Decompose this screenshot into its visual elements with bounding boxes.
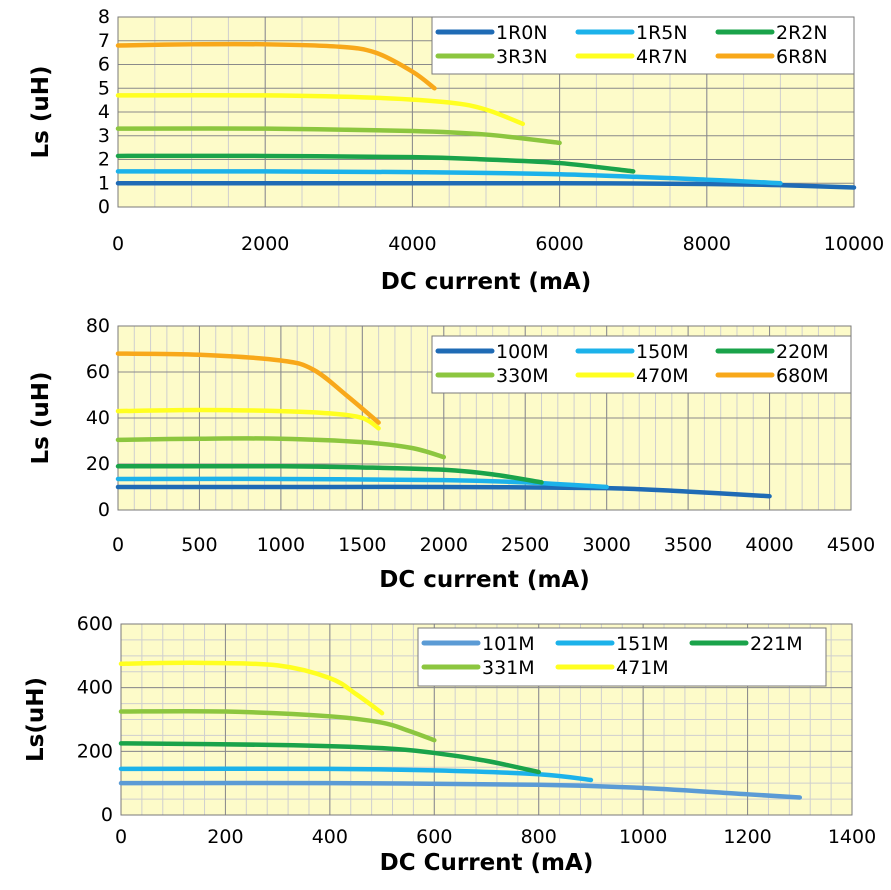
- legend-label-4R7N: 4R7N: [636, 46, 688, 68]
- y-axis-title: Ls (uH): [28, 372, 54, 465]
- legend-label-101M: 101M: [482, 633, 535, 655]
- series-line-100M: [115, 484, 772, 499]
- x-tick-label: 2000: [420, 534, 468, 556]
- y-tick-label: 5: [98, 77, 110, 99]
- y-tick-label: 3: [98, 125, 110, 147]
- x-tick-label: 2500: [501, 534, 549, 556]
- y-tick-label: 8: [98, 6, 110, 28]
- series-line-101M: [118, 780, 803, 800]
- y-tick-label: 2: [98, 149, 110, 171]
- legend-label-220M: 220M: [776, 341, 829, 363]
- x-tick-label: 4000: [388, 233, 436, 255]
- series-line-2R2N: [115, 153, 636, 174]
- legend-label-100M: 100M: [496, 341, 549, 363]
- legend-label-470M: 470M: [636, 365, 689, 387]
- series-line-1R5N: [115, 169, 783, 186]
- x-tick-label: 1000: [257, 534, 305, 556]
- series-line-220M: [115, 463, 544, 485]
- x-tick-label: 1500: [338, 534, 386, 556]
- x-tick-label: 0: [112, 233, 124, 255]
- y-tick-label: 4: [98, 101, 110, 123]
- series-group: [118, 660, 803, 800]
- legend-box: [417, 627, 827, 687]
- y-tick-label: 20: [86, 453, 110, 475]
- x-tick-label: 4500: [827, 534, 875, 556]
- x-tick-label: 200: [207, 826, 243, 848]
- x-tick-label: 8000: [683, 233, 731, 255]
- legend-label-3R3N: 3R3N: [496, 46, 548, 68]
- y-tick-label: 7: [98, 30, 110, 52]
- x-tick-label: 800: [521, 826, 557, 848]
- y-axis-title: Ls (uH): [28, 66, 54, 159]
- legend-label-331M: 331M: [482, 657, 535, 679]
- x-tick-label: 0: [115, 826, 127, 848]
- x-tick-label: 3000: [582, 534, 630, 556]
- legend-label-150M: 150M: [636, 341, 689, 363]
- y-tick-label: 600: [77, 613, 113, 635]
- legend-label-6R8N: 6R8N: [776, 46, 828, 68]
- legend-label-680M: 680M: [776, 365, 829, 387]
- series-line-151M: [118, 766, 594, 783]
- legend-label-330M: 330M: [496, 365, 549, 387]
- x-tick-label: 1000: [619, 826, 667, 848]
- y-tick-label: 400: [77, 677, 113, 699]
- y-axis-title: Ls(uH): [23, 677, 49, 762]
- series-line-330M: [115, 436, 447, 460]
- y-tick-label: 6: [98, 54, 110, 76]
- y-tick-label: 200: [77, 740, 113, 762]
- series-line-3R3N: [115, 126, 562, 146]
- y-tick-label: 40: [86, 407, 110, 429]
- legend-box: [431, 16, 855, 75]
- legend: 100M 150M 220M 330M 470M 680M: [431, 335, 852, 394]
- y-tick-label: 60: [86, 361, 110, 383]
- series-line-331M: [118, 708, 437, 743]
- x-axis-title: DC current (mA): [381, 269, 591, 295]
- x-tick-label: 6000: [535, 233, 583, 255]
- legend-label-1R0N: 1R0N: [496, 22, 548, 44]
- x-tick-label: 1200: [723, 826, 771, 848]
- x-tick-label: 600: [416, 826, 452, 848]
- plot-frame: [120, 623, 853, 816]
- legend-label-471M: 471M: [616, 657, 669, 679]
- chart-3-large-inductance: 0 200 400 600 0 200 400 600 800 1000 1200 1400 DC Cu…: [23, 613, 876, 876]
- legend-label-221M: 221M: [750, 633, 803, 655]
- x-tick-label: 2000: [241, 233, 289, 255]
- y-tick-label: 1: [98, 172, 110, 194]
- legend-box: [431, 335, 852, 394]
- series-line-471M: [118, 660, 385, 716]
- y-tick-label: 0: [98, 499, 110, 521]
- series-line-4R7N: [115, 92, 526, 127]
- legend: 101M 151M 221M 331M 471M: [417, 627, 827, 687]
- x-tick-label: 4000: [745, 534, 793, 556]
- series-line-221M: [118, 741, 541, 775]
- x-tick-label: 10000: [824, 233, 884, 255]
- series-line-1R0N: [115, 180, 857, 190]
- series-group: [115, 351, 772, 499]
- y-tick-label: 0: [101, 804, 113, 826]
- series-line-680M: [115, 351, 381, 425]
- x-tick-label: 500: [181, 534, 217, 556]
- y-tick-label: 80: [86, 315, 110, 337]
- x-tick-label: 0: [112, 534, 124, 556]
- x-axis-title: DC current (mA): [379, 567, 589, 593]
- plot-frame: [117, 325, 852, 511]
- legend-label-2R2N: 2R2N: [776, 22, 828, 44]
- x-axis-title: DC Current (mA): [380, 850, 594, 876]
- chart-2-medium-inductance: 0 20 40 60 80 0 500 1000 1500 2000 2500 3000 3500 400…: [28, 315, 875, 593]
- y-tick-label: 0: [98, 196, 110, 218]
- legend-label-1R5N: 1R5N: [636, 22, 688, 44]
- x-tick-label: 1400: [828, 826, 876, 848]
- legend: 1R0N 1R5N 2R2N 3R3N 4R7N 6R8N: [431, 16, 855, 75]
- legend-label-151M: 151M: [616, 633, 669, 655]
- x-tick-label: 3500: [664, 534, 712, 556]
- series-line-470M: [115, 407, 381, 431]
- x-tick-label: 400: [312, 826, 348, 848]
- series-line-6R8N: [115, 41, 437, 91]
- series-group: [115, 41, 857, 190]
